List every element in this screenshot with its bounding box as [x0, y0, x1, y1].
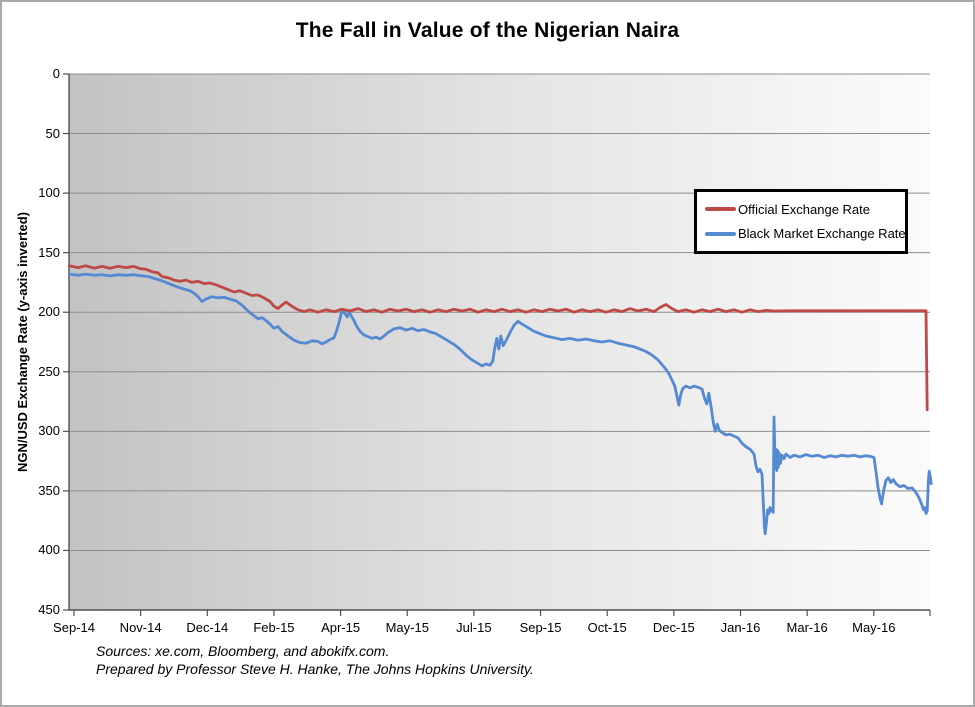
legend-item-black-market: Black Market Exchange Rate	[705, 226, 906, 242]
legend-item-official: Official Exchange Rate	[705, 202, 905, 217]
legend-label-black-market: Black Market Exchange Rate	[738, 226, 906, 242]
black-market-exchange-rate-line	[67, 272, 933, 536]
prepared-by-note: Prepared by Professor Steve H. Hanke, Th…	[96, 661, 534, 677]
legend: Official Exchange Rate Black Market Exch…	[694, 189, 908, 254]
official-rate-line-swatch	[705, 207, 736, 212]
legend-label-official: Official Exchange Rate	[738, 201, 870, 217]
sources-note: Sources: xe.com, Bloomberg, and abokifx.…	[96, 643, 390, 659]
official-exchange-rate-line	[67, 264, 929, 412]
black-market-rate-line-swatch	[705, 231, 736, 236]
chart-title: The Fall in Value of the Nigerian Naira	[295, 19, 680, 42]
y-axis-title: NGN/USD Exchange Rate (y-axis inverted)	[15, 211, 30, 473]
